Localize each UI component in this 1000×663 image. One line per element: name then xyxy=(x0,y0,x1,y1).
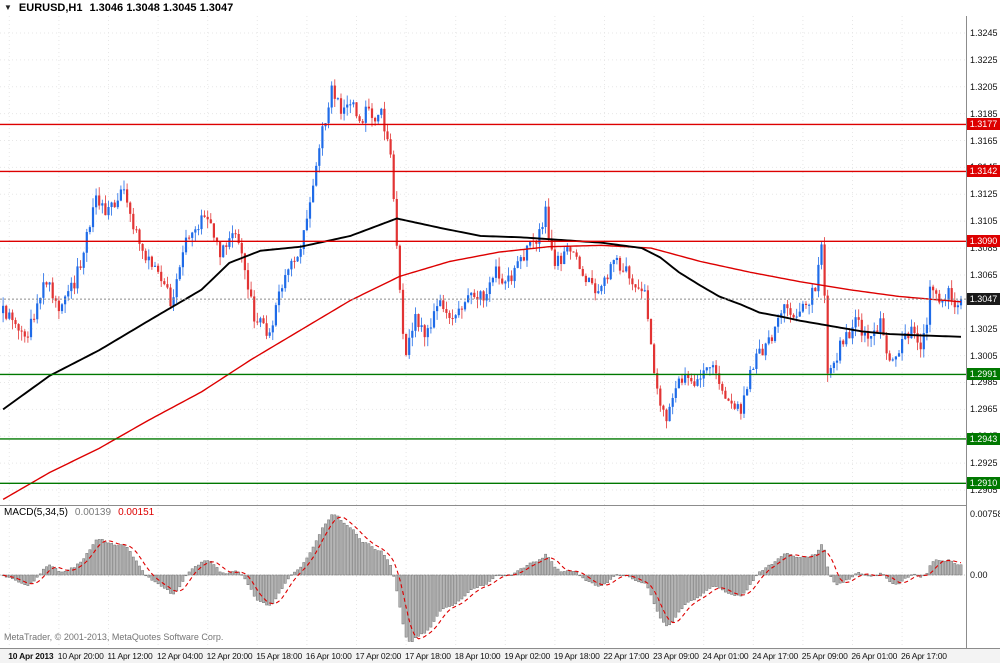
chart-menu-icon[interactable]: ▼ xyxy=(4,3,12,12)
time-axis-label: 10 Apr 2013 xyxy=(8,651,54,661)
time-axis-label: 23 Apr 09:00 xyxy=(653,651,699,661)
macd-name: MACD(5,34,5) xyxy=(4,507,68,518)
price-axis[interactable]: 1.32451.32251.32051.31851.31651.31451.31… xyxy=(967,0,1000,648)
price-axis-label: 1.3225 xyxy=(970,54,998,65)
moving-averages xyxy=(2,217,962,501)
time-axis-label: 19 Apr 18:00 xyxy=(553,651,600,661)
price-level-badge-1.2943: 1.2943 xyxy=(967,432,1000,445)
price-axis-label: 1.3105 xyxy=(970,216,998,227)
time-axis[interactable]: 10 Apr 2013 10 Apr 20:00 11 Apr 12:00 12 Ap… xyxy=(0,648,1000,663)
time-axis-label: 26 Apr 01:00 xyxy=(851,651,898,661)
price-axis-label: 1.3185 xyxy=(970,108,998,119)
chart-title-bar: ▼ EURUSD,H1 1.3046 1.3048 1.3045 1.3047 xyxy=(0,0,1000,16)
price-level-badge-1.2910: 1.2910 xyxy=(967,477,1000,490)
macd-main-value: 0.00139 xyxy=(74,507,112,518)
price-axis-label: 1.2925 xyxy=(970,458,998,469)
time-axis-label: 18 Apr 10:00 xyxy=(454,651,501,661)
grid-lines xyxy=(0,16,966,648)
chart-symbol-period: EURUSD,H1 xyxy=(18,2,83,14)
time-axis-label: 12 Apr 04:00 xyxy=(157,651,203,661)
price-axis-label: 1.3065 xyxy=(970,269,998,280)
time-axis-label: 12 Apr 20:00 xyxy=(206,651,253,661)
price-axis-label: 1.3005 xyxy=(970,350,998,361)
time-axis-label: 17 Apr 02:00 xyxy=(355,651,402,661)
price-level-badge-1.3142: 1.3142 xyxy=(967,165,1000,178)
candles-layer xyxy=(2,79,963,429)
time-axis-label: 22 Apr 17:00 xyxy=(603,651,650,661)
time-axis-label: 11 Apr 12:00 xyxy=(107,651,153,661)
time-axis-label: 25 Apr 09:00 xyxy=(801,651,848,661)
price-level-lines xyxy=(0,123,966,484)
macd-axis-label: 0.00 xyxy=(970,570,988,580)
time-axis-label: 15 Apr 18:00 xyxy=(256,651,302,661)
chart-ohlc-values: 1.3046 1.3048 1.3045 1.3047 xyxy=(89,2,234,14)
price-level-badge-1.3177: 1.3177 xyxy=(967,118,1000,131)
price-level-badge-1.2991: 1.2991 xyxy=(967,368,1000,381)
price-axis-label: 1.3245 xyxy=(970,28,998,38)
price-axis-label: 1.3085 xyxy=(970,243,998,254)
price-axis-label: 1.3205 xyxy=(970,81,998,92)
macd-histogram xyxy=(0,514,966,642)
macd-signal-line xyxy=(2,516,962,640)
price-axis-label: 1.3165 xyxy=(970,135,998,146)
time-axis-label: 16 Apr 10:00 xyxy=(305,651,352,661)
price-axis-label: 1.2965 xyxy=(970,404,998,415)
macd-signal-value: 0.00151 xyxy=(118,507,155,518)
price-level-badge-1.3047: 1.3047 xyxy=(967,293,1000,306)
macd-axis-label: 0.00758 xyxy=(970,509,1000,519)
panel-separators xyxy=(0,16,1000,648)
time-axis-label: 17 Apr 18:00 xyxy=(405,651,451,661)
time-axis-label: 24 Apr 01:00 xyxy=(702,651,749,661)
price-level-badge-1.3090: 1.3090 xyxy=(967,235,1000,248)
price-axis-label: 1.2905 xyxy=(970,485,998,495)
time-axis-label: 24 Apr 17:00 xyxy=(752,651,798,661)
time-axis-label: 26 Apr 17:00 xyxy=(901,651,947,661)
price-axis-label: 1.3125 xyxy=(970,189,998,200)
time-axis-label: 19 Apr 02:00 xyxy=(504,651,550,661)
price-axis-label: 1.2985 xyxy=(970,377,998,388)
time-axis-label: 10 Apr 20:00 xyxy=(57,651,104,661)
price-axis-label: 1.3025 xyxy=(970,323,998,334)
macd-indicator-label: MACD(5,34,5) 0.00139 0.00151 xyxy=(4,507,154,518)
copyright-credit: MetaTrader, © 2001-2013, MetaQuotes Soft… xyxy=(4,632,224,642)
